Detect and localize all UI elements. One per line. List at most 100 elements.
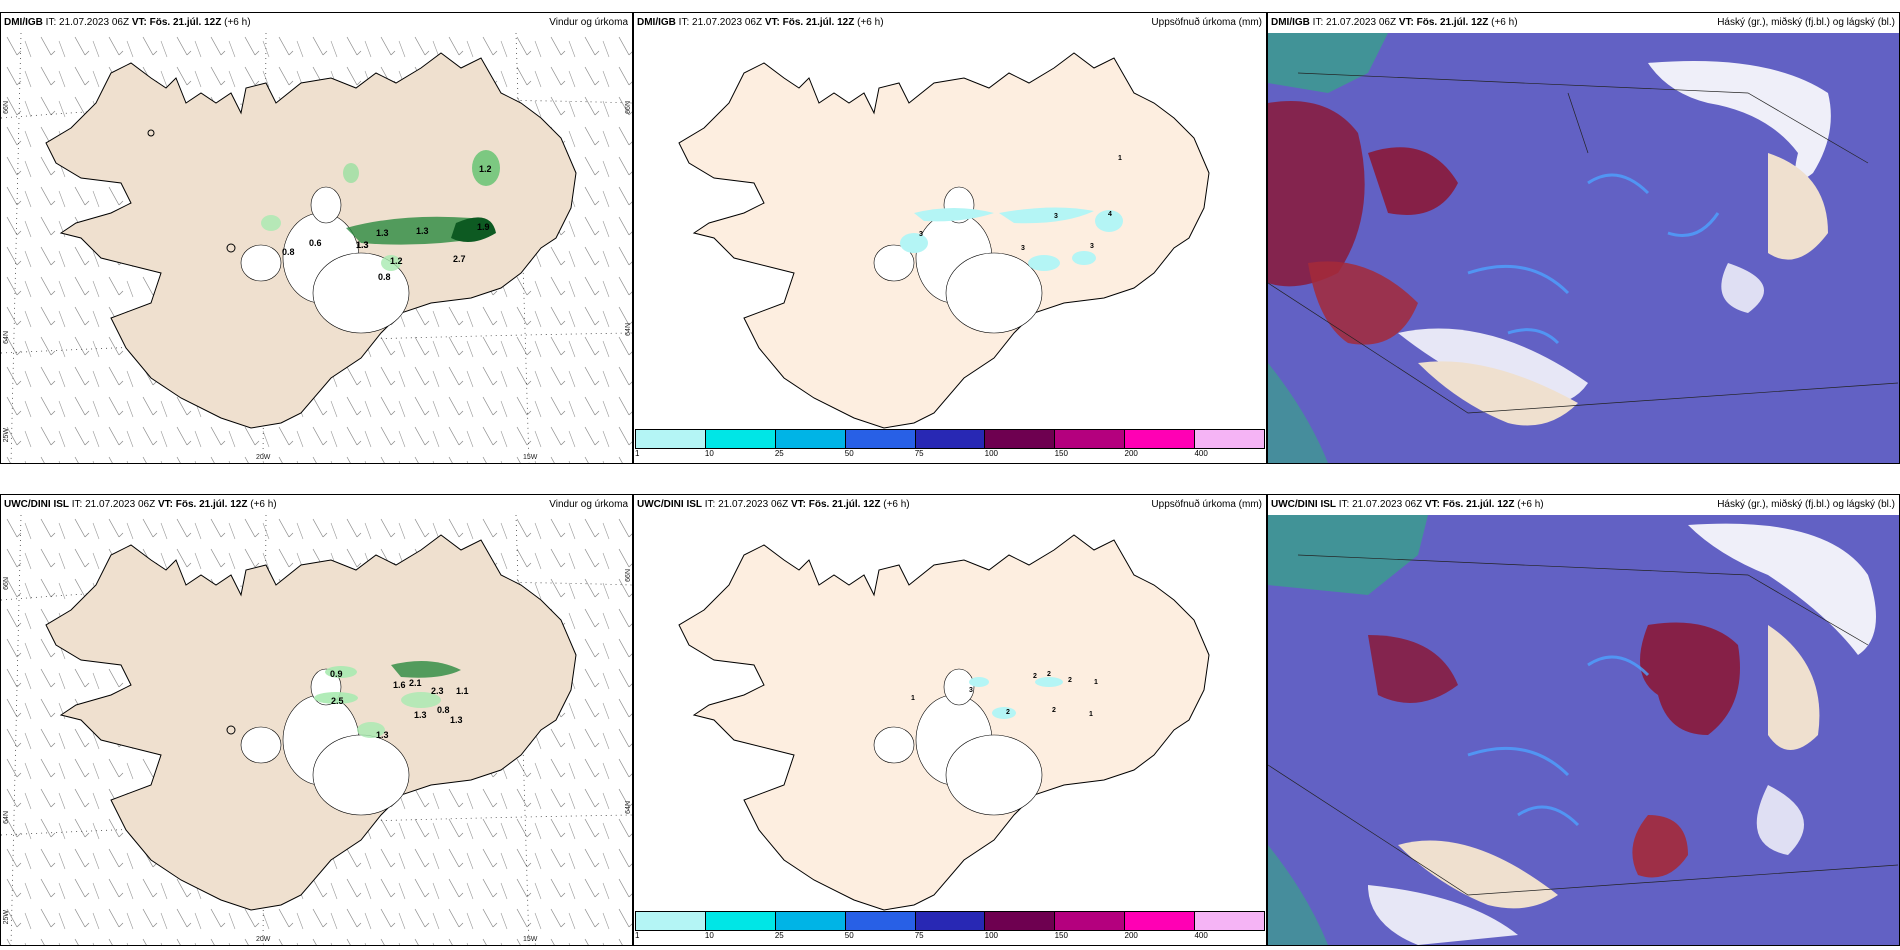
accum-label: 1 xyxy=(911,695,915,702)
valid-time: Fös. 21.júl. 12Z xyxy=(782,17,855,28)
legend-tick: 200 xyxy=(1124,449,1138,458)
legend-colorbar xyxy=(635,911,1265,931)
legend-tick: 50 xyxy=(844,449,854,458)
iceland-wind-map xyxy=(1,33,632,463)
panel-header: UWC/DINI ISL IT: 21.07.2023 06Z VT: Fös.… xyxy=(1,495,632,515)
precip-label: 1.3 xyxy=(450,715,463,725)
precip-label: 0.6 xyxy=(309,238,322,248)
precip-label: 1.6 xyxy=(393,680,406,690)
accum-label: 1 xyxy=(1094,679,1098,686)
valid-time: Fös. 21.júl. 12Z xyxy=(808,499,881,510)
iceland-cloud-map xyxy=(1268,33,1899,463)
precip-label: 0.8 xyxy=(437,705,450,715)
precip-label: 1.3 xyxy=(376,730,389,740)
lead-time: (+6 h) xyxy=(1517,499,1544,510)
init-time: IT: 21.07.2023 06Z xyxy=(704,499,789,510)
lead-time: (+6 h) xyxy=(883,499,910,510)
precip-legend: 1 10 25 50 75 100 150 200 400 xyxy=(634,429,1266,463)
panel-product-title: Háský (gr.), miðský (fj.bl.) og lágský (… xyxy=(1717,17,1895,28)
init-time: IT: 21.07.2023 06Z xyxy=(45,17,130,28)
precip-label: 1.3 xyxy=(356,240,369,250)
lon-label: 20W xyxy=(256,454,271,461)
precip-label: 2.7 xyxy=(453,254,466,264)
accum-label: 1 xyxy=(1118,155,1122,162)
accum-label: 3 xyxy=(1021,245,1025,252)
iceland-accum-map xyxy=(678,52,1210,429)
panel-product-title: Uppsöfnuð úrkoma (mm) xyxy=(1151,499,1262,510)
legend-tick: 25 xyxy=(774,449,784,458)
accum-label: 2 xyxy=(1033,673,1037,680)
model-name: DMI/IGB xyxy=(4,17,43,28)
accum-label: 4 xyxy=(1108,211,1112,218)
legend-tick: 50 xyxy=(844,931,854,940)
panel-clouds-uwc: UWC/DINI ISL IT: 21.07.2023 06Z VT: Fös.… xyxy=(1267,494,1900,946)
panel-header: UWC/DINI ISL IT: 21.07.2023 06Z VT: Fös.… xyxy=(634,495,1266,515)
lat-label: 64N xyxy=(625,801,632,814)
init-time: IT: 21.07.2023 06Z xyxy=(71,499,156,510)
precip-legend: 1 10 25 50 75 100 150 200 400 xyxy=(634,911,1266,945)
lead-time: (+6 h) xyxy=(224,17,251,28)
valid-time: Fös. 21.júl. 12Z xyxy=(1442,499,1515,510)
legend-tick: 1 xyxy=(635,931,640,940)
precip-label: 2.3 xyxy=(431,686,444,696)
legend-tick: 100 xyxy=(984,931,998,940)
precip-label: 1.2 xyxy=(479,164,492,174)
precip-label: 1.1 xyxy=(456,686,469,696)
accum-label: 2 xyxy=(1006,709,1010,716)
legend-tick: 1 xyxy=(635,449,640,458)
model-name: DMI/IGB xyxy=(637,17,676,28)
lon-label: 15W xyxy=(523,454,538,461)
panel-header: UWC/DINI ISL IT: 21.07.2023 06Z VT: Fös.… xyxy=(1268,495,1899,515)
accum-label: 3 xyxy=(1090,243,1094,250)
lat-label: 66N xyxy=(3,101,10,114)
model-name: UWC/DINI ISL xyxy=(1271,499,1336,510)
model-name: DMI/IGB xyxy=(1271,17,1310,28)
valid-time: Fös. 21.júl. 12Z xyxy=(175,499,248,510)
legend-tick: 400 xyxy=(1194,449,1208,458)
lon-label: 25W xyxy=(3,428,10,443)
legend-tick: 400 xyxy=(1194,931,1208,940)
panel-accum-precip-dmi: DMI/IGB IT: 21.07.2023 06Z VT: Fös. 21.j… xyxy=(633,12,1267,464)
legend-tick: 10 xyxy=(704,449,714,458)
model-name: UWC/DINI ISL xyxy=(637,499,702,510)
valid-time-label: VT: xyxy=(1398,17,1414,28)
precip-label: 0.8 xyxy=(378,272,391,282)
panel-header: DMI/IGB IT: 21.07.2023 06Z VT: Fös. 21.j… xyxy=(1268,13,1899,33)
accum-label: 3 xyxy=(969,687,973,694)
lat-label: 64N xyxy=(625,323,632,336)
accum-label: 3 xyxy=(919,231,923,238)
valid-time: Fös. 21.júl. 12Z xyxy=(1416,17,1489,28)
init-time: IT: 21.07.2023 06Z xyxy=(678,17,763,28)
legend-tick: 75 xyxy=(914,449,924,458)
legend-tick: 150 xyxy=(1054,449,1068,458)
precip-label: 0.9 xyxy=(330,669,343,679)
precip-label: 1.3 xyxy=(376,228,389,238)
model-name: UWC/DINI ISL xyxy=(4,499,69,510)
precip-label: 2.1 xyxy=(409,678,422,688)
lat-label: 66N xyxy=(3,577,10,590)
legend-ticks: 1 10 25 50 75 100 150 200 400 xyxy=(635,931,1265,943)
accum-label: 1 xyxy=(1089,711,1093,718)
panel-wind-precip-dmi: DMI/IGB IT: 21.07.2023 06Z VT: Fös. 21.j… xyxy=(0,12,633,464)
panel-product-title: Uppsöfnuð úrkoma (mm) xyxy=(1151,17,1262,28)
valid-time-label: VT: xyxy=(764,17,780,28)
accum-label: 2 xyxy=(1068,677,1072,684)
precip-label: 1.3 xyxy=(414,710,427,720)
valid-time-label: VT: xyxy=(1424,499,1440,510)
lat-label: 66N xyxy=(625,101,632,114)
iceland-wind-map xyxy=(1,515,632,945)
legend-tick: 150 xyxy=(1054,931,1068,940)
valid-time-label: VT: xyxy=(157,499,173,510)
legend-colorbar xyxy=(635,429,1265,449)
iceland-cloud-map xyxy=(1268,515,1899,945)
iceland-accum-map xyxy=(678,534,1210,911)
lat-label: 66N xyxy=(625,569,632,582)
legend-tick: 10 xyxy=(704,931,714,940)
lat-label: 64N xyxy=(3,331,10,344)
lon-label: 15W xyxy=(523,936,538,943)
panel-clouds-dmi: DMI/IGB IT: 21.07.2023 06Z VT: Fös. 21.j… xyxy=(1267,12,1900,464)
precip-label: 1.2 xyxy=(390,256,403,266)
legend-tick: 100 xyxy=(984,449,998,458)
precip-label: 1.9 xyxy=(477,222,490,232)
panel-accum-precip-uwc: UWC/DINI ISL IT: 21.07.2023 06Z VT: Fös.… xyxy=(633,494,1267,946)
